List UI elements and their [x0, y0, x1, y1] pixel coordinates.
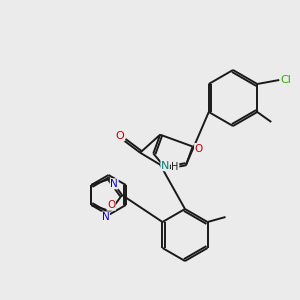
Text: O: O	[116, 131, 124, 141]
Text: O: O	[107, 200, 116, 210]
Text: Cl: Cl	[281, 75, 292, 85]
Text: N: N	[102, 212, 110, 222]
Text: N: N	[161, 161, 169, 171]
Text: H: H	[172, 162, 179, 172]
Text: O: O	[195, 143, 203, 154]
Text: N: N	[110, 179, 118, 189]
